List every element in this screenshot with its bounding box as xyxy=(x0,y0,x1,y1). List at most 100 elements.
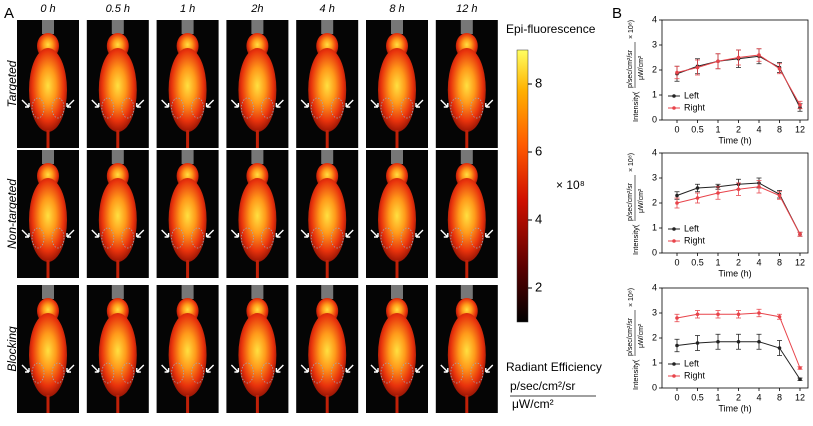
holder xyxy=(321,20,334,34)
arrow xyxy=(21,229,30,238)
holder xyxy=(460,150,473,164)
arrow xyxy=(370,229,379,238)
holder xyxy=(460,285,473,299)
y-unit-numerator: p/sec/cm²/sr xyxy=(627,317,634,356)
arrow xyxy=(21,364,30,373)
mouse-body xyxy=(168,178,207,262)
mouse-body xyxy=(308,313,347,397)
roi xyxy=(330,227,344,249)
holder xyxy=(181,285,194,299)
arrow xyxy=(440,229,449,238)
arrow xyxy=(205,364,215,373)
roi xyxy=(240,362,254,384)
arrow xyxy=(230,99,240,108)
roi xyxy=(380,97,394,119)
holder xyxy=(251,150,264,164)
colorbar-tick-label: 4 xyxy=(535,211,542,226)
arrow xyxy=(370,99,379,108)
holder xyxy=(42,150,54,164)
roi xyxy=(51,97,65,119)
data-point xyxy=(757,184,761,189)
arrow xyxy=(205,99,215,108)
holder xyxy=(42,20,54,34)
mouse-body xyxy=(238,48,277,132)
data-point xyxy=(736,55,741,60)
arrow xyxy=(370,364,379,373)
legend-label: Left xyxy=(684,358,700,368)
y-unit-denominator: μW/cm² xyxy=(638,55,645,80)
x-tick-label: 1 xyxy=(715,257,720,267)
mouse-image xyxy=(156,285,219,413)
data-point xyxy=(695,312,700,317)
arrow xyxy=(485,229,494,238)
column-label: 0.5 h xyxy=(106,3,130,15)
roi xyxy=(450,362,464,384)
mouse-body xyxy=(98,313,137,397)
arrow xyxy=(415,229,424,238)
data-point xyxy=(695,341,700,345)
x-tick-label: 0 xyxy=(674,257,679,267)
y-tick-label: 0 xyxy=(652,114,657,124)
y-tick-label: 3 xyxy=(652,307,657,317)
legend-marker xyxy=(672,94,676,98)
legend-label: Right xyxy=(684,235,706,245)
y-label-end: × 10⁸) xyxy=(628,153,635,172)
roi xyxy=(240,97,254,119)
data-point xyxy=(675,201,679,205)
x-tick-label: 0 xyxy=(674,124,679,134)
mouse-image xyxy=(226,20,289,148)
data-point xyxy=(695,196,700,200)
mouse-image xyxy=(17,285,79,413)
holder xyxy=(460,20,473,34)
holder xyxy=(321,150,334,164)
roi xyxy=(330,362,344,384)
roi xyxy=(121,97,135,119)
roi xyxy=(400,227,414,249)
arrow xyxy=(66,229,75,238)
data-point xyxy=(716,339,720,344)
mouse-image xyxy=(296,285,359,413)
x-axis-label: Time (h) xyxy=(718,268,751,278)
holder xyxy=(111,20,124,34)
holder xyxy=(251,20,264,34)
column-label: 12 h xyxy=(456,3,477,15)
arrow xyxy=(230,229,240,238)
roi xyxy=(260,362,274,384)
roi xyxy=(101,227,115,249)
arrow xyxy=(136,364,145,373)
mouse-body xyxy=(447,178,486,262)
colorbar-unit-title: Radiant Efficiency xyxy=(506,360,602,374)
roi xyxy=(310,362,324,384)
y-unit-denominator: μW/cm² xyxy=(638,323,645,348)
mouse-image xyxy=(86,285,149,413)
mouse-body xyxy=(447,48,486,132)
x-tick-label: 0 xyxy=(674,392,679,402)
data-point xyxy=(675,70,679,75)
colorbar-title: Epi-fluorescence xyxy=(506,22,596,36)
arrow xyxy=(485,99,494,108)
mouse-body xyxy=(378,48,416,132)
y-unit-numerator: p/sec/cm²/sr xyxy=(627,49,634,88)
x-tick-label: 12 xyxy=(795,392,805,402)
mouse-body xyxy=(29,313,67,397)
x-tick-label: 0.5 xyxy=(691,124,704,134)
data-point xyxy=(777,314,782,319)
mouse-body xyxy=(238,178,277,262)
colorbar-tick-label: 6 xyxy=(535,143,542,158)
arrow xyxy=(275,364,284,373)
x-tick-label: 0.5 xyxy=(691,392,704,402)
roi xyxy=(380,362,394,384)
data-point xyxy=(675,193,679,198)
x-tick-label: 8 xyxy=(777,392,782,402)
legend-marker xyxy=(672,374,676,378)
arrow xyxy=(300,364,309,373)
colorbar-unit-numerator: p/sec/cm²/sr xyxy=(510,379,575,393)
x-tick-label: 8 xyxy=(777,124,782,134)
roi xyxy=(400,362,414,384)
roi xyxy=(51,227,65,249)
roi xyxy=(330,97,344,119)
arrow xyxy=(230,364,240,373)
arrow xyxy=(205,229,215,238)
data-point xyxy=(716,312,720,317)
